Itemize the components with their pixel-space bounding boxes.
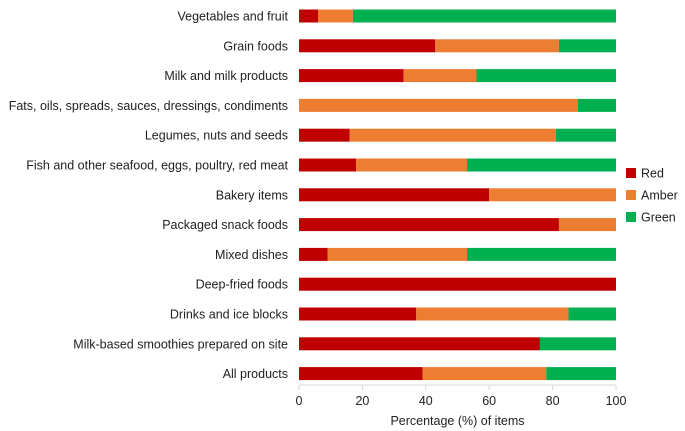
category-label-drinks-and-ice-blocks: Drinks and ice blocks <box>170 308 288 322</box>
category-label-milk-based-smoothies-prepared-on-site: Milk-based smoothies prepared on site <box>73 337 288 351</box>
bar-red-deep-fried-foods <box>299 277 616 291</box>
bar-red-all-products <box>299 367 423 381</box>
x-tick-label-20: 20 <box>355 394 369 408</box>
bar-green-milk-based-smoothies-prepared-on-site <box>539 337 616 351</box>
legend: Red Amber Green <box>626 167 678 225</box>
bar-red-milk-based-smoothies-prepared-on-site <box>299 337 540 351</box>
category-label-fats-oils-spreads-sauces-dressings-condiments: Fats, oils, spreads, sauces, dressings, … <box>9 99 288 113</box>
category-label-packaged-snack-foods: Packaged snack foods <box>162 218 288 232</box>
legend-swatch-green <box>626 212 636 222</box>
bar-red-mixed-dishes <box>299 247 328 261</box>
x-tick-label-100: 100 <box>606 394 627 408</box>
legend-label-green: Green <box>641 211 676 225</box>
bar-red-grain-foods <box>299 39 436 53</box>
bar-green-milk-and-milk-products <box>476 69 616 83</box>
category-label-legumes-nuts-and-seeds: Legumes, nuts and seeds <box>145 129 288 143</box>
bar-green-grain-foods <box>558 39 616 53</box>
x-tick-label-80: 80 <box>546 394 560 408</box>
category-label-all-products: All products <box>223 367 288 381</box>
x-tick-label-40: 40 <box>419 394 433 408</box>
legend-swatch-red <box>626 168 636 178</box>
legend-label-red: Red <box>641 167 664 181</box>
bar-amber-grain-foods <box>435 39 559 53</box>
x-tick-label-60: 60 <box>482 394 496 408</box>
x-axis-title: Percentage (%) of items <box>390 414 524 428</box>
bar-amber-milk-and-milk-products <box>403 69 477 83</box>
category-labels: Vegetables and fruit Grain foods Milk and … <box>9 10 289 382</box>
bar-green-fish-and-other-seafood-eggs-poultry-red-meat <box>467 158 616 172</box>
bar-amber-fish-and-other-seafood-eggs-poultry-red-meat <box>356 158 468 172</box>
bar-amber-legumes-nuts-and-seeds <box>349 128 556 142</box>
category-label-grain-foods: Grain foods <box>223 39 288 53</box>
category-label-vegetables-and-fruit: Vegetables and fruit <box>178 10 289 24</box>
legend-swatch-amber <box>626 190 636 200</box>
bar-green-legumes-nuts-and-seeds <box>555 128 616 142</box>
bar-amber-vegetables-and-fruit <box>318 9 353 23</box>
bar-amber-drinks-and-ice-blocks <box>416 307 569 321</box>
bar-red-drinks-and-ice-blocks <box>299 307 417 321</box>
x-tick-label-0: 0 <box>296 394 303 408</box>
category-label-mixed-dishes: Mixed dishes <box>215 248 288 262</box>
bar-red-bakery-items <box>299 188 490 202</box>
x-axis: 0 20 40 60 80 100 <box>296 384 627 408</box>
bar-red-fish-and-other-seafood-eggs-poultry-red-meat <box>299 158 357 172</box>
category-label-deep-fried-foods: Deep-fried foods <box>196 278 288 292</box>
category-label-milk-and-milk-products: Milk and milk products <box>164 69 288 83</box>
bar-amber-fats-oils-spreads-sauces-dressings-condiments <box>299 98 578 112</box>
bar-green-all-products <box>546 367 616 381</box>
bar-green-vegetables-and-fruit <box>352 9 616 23</box>
bar-amber-all-products <box>422 367 547 381</box>
bar-green-fats-oils-spreads-sauces-dressings-condiments <box>577 98 616 112</box>
bar-amber-bakery-items <box>489 188 616 202</box>
bar-amber-packaged-snack-foods <box>558 218 616 232</box>
bar-red-vegetables-and-fruit <box>299 9 319 23</box>
category-label-bakery-items: Bakery items <box>216 188 288 202</box>
legend-label-amber: Amber <box>641 189 678 203</box>
bar-green-drinks-and-ice-blocks <box>568 307 616 321</box>
bar-red-milk-and-milk-products <box>299 69 404 83</box>
bar-green-mixed-dishes <box>467 247 616 261</box>
bar-red-packaged-snack-foods <box>299 218 559 232</box>
category-label-fish-and-other-seafood-eggs-poultry-red-meat: Fish and other seafood, eggs, poultry, r… <box>26 159 288 173</box>
bar-red-legumes-nuts-and-seeds <box>299 128 350 142</box>
bar-amber-mixed-dishes <box>327 247 468 261</box>
bars-layer <box>299 9 616 381</box>
